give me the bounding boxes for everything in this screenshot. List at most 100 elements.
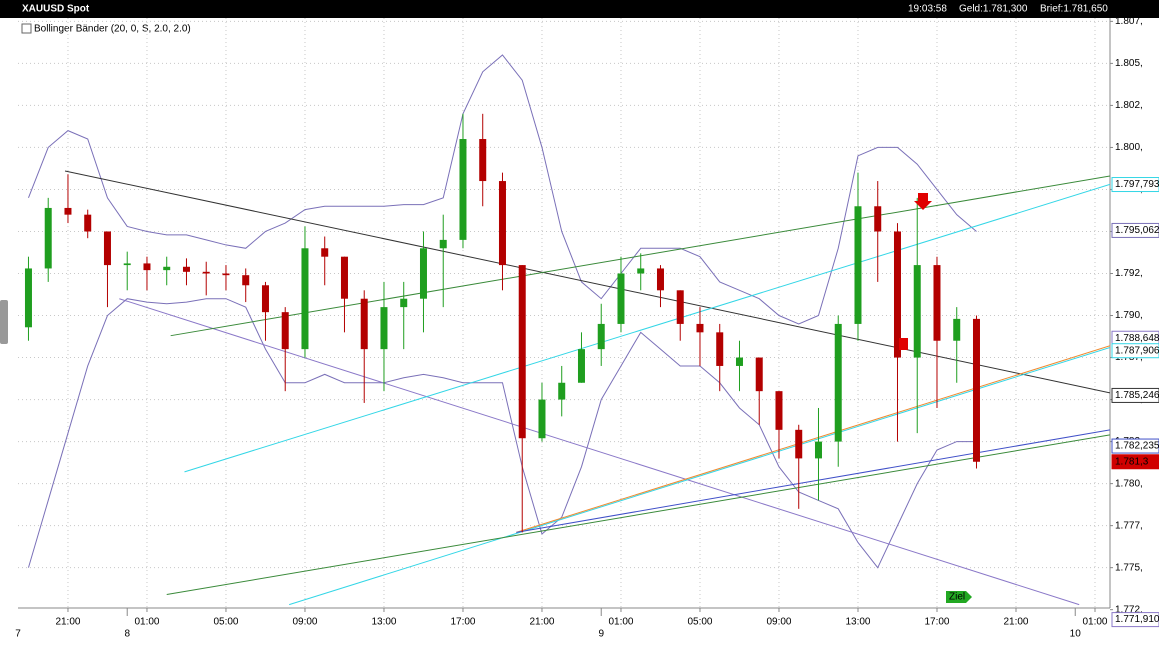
price-label: 1.788,648	[1115, 333, 1159, 344]
candle-body	[261, 285, 269, 313]
y-tick-label: 1.805,	[1115, 58, 1143, 69]
x-tick-label: 21:00	[529, 617, 554, 628]
candle-body	[676, 290, 684, 324]
price-label-box	[1111, 387, 1159, 403]
candle-body	[123, 263, 131, 266]
x-tick-label: 09:00	[292, 617, 317, 628]
trend-line	[166, 434, 1110, 596]
candle-body	[656, 268, 664, 291]
candle-body	[459, 139, 467, 240]
price-label-box	[1111, 438, 1159, 454]
x-tick-label: 01:00	[134, 617, 159, 628]
candle-body	[301, 248, 309, 350]
candle-body	[281, 312, 289, 350]
x-tick-label: 21:00	[1003, 617, 1028, 628]
candle-body	[380, 307, 388, 350]
x-tick-label: 05:00	[213, 617, 238, 628]
candle-body	[321, 248, 329, 257]
y-tick-label: 1.780,	[1115, 478, 1143, 489]
candle-body	[24, 268, 32, 328]
price-label-box	[1111, 222, 1159, 238]
panel-handle[interactable]	[0, 300, 8, 344]
price-label: 1.771,910	[1115, 614, 1159, 625]
y-tick-label: 1.802,	[1115, 100, 1143, 111]
candle-body	[360, 298, 368, 350]
x-tick-label: 01:00	[608, 617, 633, 628]
candle-body	[242, 275, 250, 286]
y-tick-label: 1.807,	[1115, 16, 1143, 27]
candle-body	[933, 265, 941, 341]
candle-body	[84, 214, 92, 232]
trend-line	[64, 170, 1110, 394]
y-tick-label: 1.790,	[1115, 310, 1143, 321]
x-tick-label: 13:00	[845, 617, 870, 628]
bid: Geld:1.781,300	[959, 4, 1028, 15]
price-label-box	[1111, 612, 1159, 628]
date-label: 9	[598, 629, 604, 640]
candle-body	[400, 298, 408, 308]
indicator-label: Bollinger Bänder (20, 0, S, 2.0, 2.0)	[34, 24, 191, 35]
candle-body	[538, 399, 546, 439]
candle-body	[617, 273, 625, 324]
close-indicator[interactable]	[21, 23, 32, 34]
candle-body	[222, 273, 230, 276]
candle-body	[518, 265, 526, 439]
candle-body	[182, 266, 190, 272]
price-label-box	[1111, 454, 1159, 470]
y-tick-label: 1.777,	[1115, 520, 1143, 531]
candle-body	[419, 248, 427, 299]
x-tick-label: 21:00	[55, 617, 80, 628]
candle-body	[854, 206, 862, 324]
bollinger-band	[27, 298, 977, 569]
candle-body	[696, 323, 704, 333]
target-label: Ziel	[949, 592, 965, 603]
sell-arrow	[914, 193, 932, 210]
candle-body	[716, 332, 724, 366]
candle-body	[64, 207, 72, 215]
trend-line	[516, 345, 1110, 533]
x-tick-label: 13:00	[371, 617, 396, 628]
candle-body	[755, 357, 763, 392]
price-label: 1.795,062	[1115, 225, 1159, 236]
trend-line	[119, 298, 1080, 606]
price-label-box	[1111, 177, 1159, 193]
candle-body	[597, 323, 605, 350]
candle-body	[913, 265, 921, 358]
candle-body	[775, 391, 783, 430]
x-tick-label: 05:00	[687, 617, 712, 628]
candle-body	[834, 323, 842, 442]
price-label: 1.797,793	[1115, 179, 1159, 190]
candle-body	[479, 139, 487, 182]
plot-area	[18, 18, 1110, 608]
y-tick-label: 1.772,	[1115, 604, 1143, 615]
trend-line	[184, 183, 1110, 473]
y-tick-label: 1.792,	[1115, 268, 1143, 279]
y-tick-label: 1.800,	[1115, 142, 1143, 153]
candle-body	[893, 231, 901, 358]
position-marker	[899, 338, 908, 350]
price-label: 1.787,906	[1115, 345, 1159, 356]
price-label-box	[1111, 343, 1159, 359]
candle-body	[874, 206, 882, 232]
candle-body	[637, 268, 645, 274]
candle-body	[498, 181, 506, 266]
candle-body	[735, 357, 743, 366]
candle-body	[143, 263, 151, 271]
date-label: 7	[15, 629, 21, 640]
symbol: XAUUSD Spot	[22, 4, 90, 15]
candle-body	[577, 349, 585, 383]
price-label: 1.785,246	[1115, 390, 1159, 401]
y-tick-label: 1.775,	[1115, 562, 1143, 573]
date-label: 10	[1070, 629, 1082, 640]
candle-body	[163, 266, 171, 271]
trend-line	[516, 429, 1110, 533]
candle-body	[202, 271, 210, 274]
candle-body	[44, 207, 52, 269]
x-tick-label: 09:00	[766, 617, 791, 628]
price-label: 1.782,235	[1115, 441, 1159, 452]
date-label: 8	[124, 629, 130, 640]
candle-body	[814, 441, 822, 459]
candle-body	[439, 239, 447, 249]
